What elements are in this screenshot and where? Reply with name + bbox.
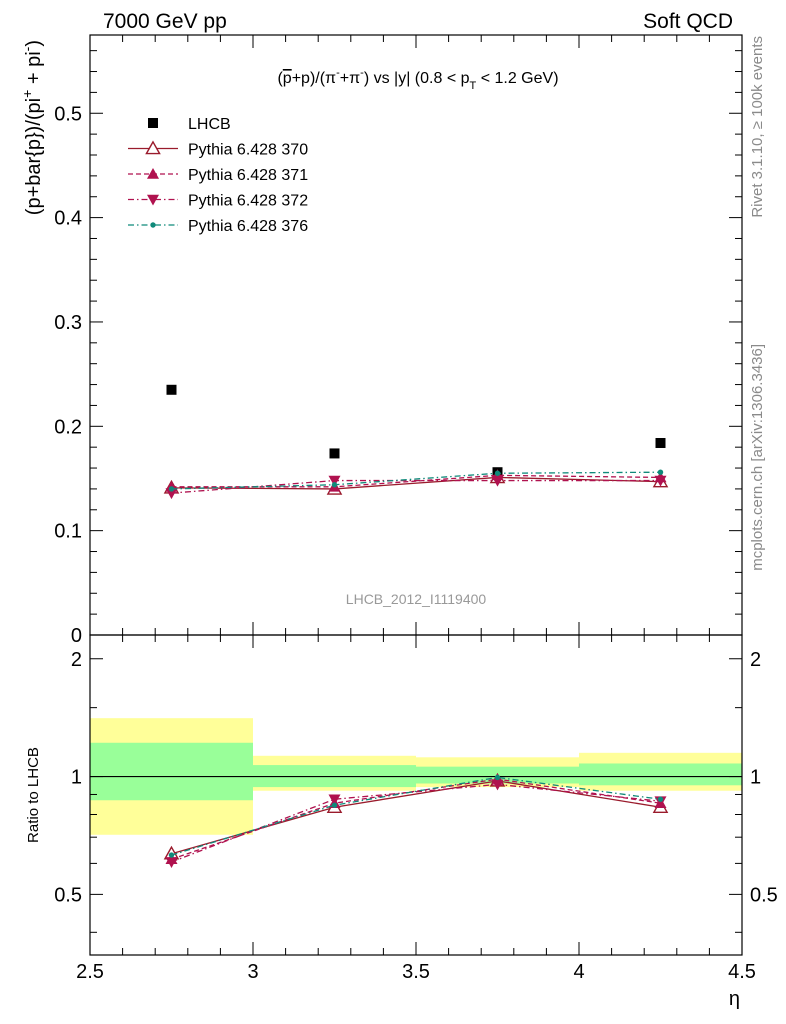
ratio-x-tick-label: 4.5	[728, 961, 756, 983]
main-point-pythia-6-428-372-3	[654, 475, 667, 487]
ratio-band-stat-3	[579, 763, 742, 786]
main-y-tick-label: 0	[71, 625, 82, 647]
legend-marker-pythia-6-428-372	[147, 194, 159, 206]
ratio-series-line-pythia-6-428-371	[171, 778, 661, 860]
ratio-series-line-pythia-6-428-376	[171, 776, 661, 856]
ratio-x-tick-label: 3.5	[402, 961, 430, 983]
rivet-label: Rivet 3.1.10, ≥ 100k events	[749, 36, 766, 218]
ratio-point-pythia-6-428-376-2	[494, 774, 501, 781]
legend-marker-lhcb	[148, 118, 158, 128]
legend: LHCB Pythia 6.428 370 Pythia 6.428 371 Pyth…	[128, 116, 308, 235]
main-point-pythia-6-428-376-0	[168, 486, 175, 492]
main-y-axis-label: (p+bar{p})/(pi+ + pi-)	[19, 40, 45, 215]
legend-label-pythia-6-428-376: Pythia 6.428 376	[188, 218, 308, 235]
ratio-y-tick-label-left: 0.5	[54, 884, 82, 906]
main-point-pythia-6-428-376-1	[331, 482, 338, 488]
main-panel: 0 0.1 0.2 0.3 0.4 0.5 (p+p)/(π-+π-) vs |y| (0…	[19, 34, 743, 647]
main-y-tick-label: 0.3	[54, 312, 82, 334]
watermark: LHCB_2012_I1119400	[346, 591, 487, 607]
main-y-tick-labels: 0 0.1 0.2 0.3 0.4 0.5	[54, 103, 82, 647]
legend-label-pythia-6-428-371: Pythia 6.428 371	[188, 167, 308, 184]
ratio-y-axis-label: Ratio to LHCB	[25, 747, 42, 843]
ratio-point-pythia-6-428-372-2	[491, 779, 504, 791]
ratio-point-pythia-6-428-376-1	[331, 802, 338, 808]
main-y-tick-label: 0.2	[54, 416, 82, 438]
main-y-tick-label: 0.5	[54, 103, 82, 125]
ratio-panel: 0.5 0.5 1 1 2 2 2.5 3 3.5 4 4.5 Ratio to LHCB η	[25, 634, 778, 1010]
main-point-lhcb-1	[329, 448, 340, 459]
ratio-point-pythia-6-428-376-3	[657, 796, 664, 802]
main-point-pythia-6-428-372-1	[328, 475, 341, 487]
main-y-tick-label: 0.4	[54, 208, 82, 230]
ratio-point-pythia-6-428-376-0	[168, 852, 175, 858]
main-point-lhcb-0	[166, 384, 177, 395]
ratio-y-tick-label-right: 2	[750, 649, 761, 671]
ratio-y-tick-label-right: 1	[750, 767, 761, 789]
x-axis-label: η	[729, 988, 740, 1010]
ratio-x-tick-label: 3	[247, 961, 258, 983]
legend-marker-pythia-6-428-376	[150, 222, 156, 228]
legend-label-lhcb: LHCB	[188, 116, 231, 133]
mcplots-label: mcplots.cern.ch [arXiv:1306.3436]	[749, 344, 766, 571]
ratio-y-tick-labels: 0.5 0.5 1 1 2 2	[54, 649, 778, 907]
legend-label-pythia-6-428-370: Pythia 6.428 370	[188, 142, 308, 159]
ratio-x-tick-labels: 2.5 3 3.5 4 4.5	[76, 961, 756, 983]
legend-marker-pythia-6-428-371	[147, 168, 159, 179]
main-point-lhcb-3	[655, 438, 666, 448]
main-y-tick-label: 0.1	[54, 521, 82, 543]
main-plot-area	[163, 384, 669, 500]
ratio-x-tick-label: 2.5	[76, 961, 104, 983]
main-point-pythia-6-428-372-2	[491, 475, 504, 487]
header-right: Soft QCD	[643, 10, 733, 33]
legend-marker-pythia-6-428-370	[145, 140, 161, 155]
ratio-band-stat-0	[90, 742, 253, 801]
main-title: (p+p)/(π-+π-) vs |y| (0.8 < pT < 1.2 GeV…	[277, 67, 558, 92]
main-point-pythia-6-428-372-0	[165, 488, 178, 500]
main-series-line-pythia-6-428-370	[171, 476, 661, 490]
ratio-point-pythia-6-428-372-1	[328, 794, 341, 806]
ratio-point-pythia-6-428-372-0	[165, 857, 178, 868]
main-point-pythia-6-428-376-2	[494, 470, 501, 476]
header-left: 7000 GeV pp	[103, 10, 227, 33]
ratio-plot-area	[90, 718, 742, 868]
ratio-x-tick-label: 4	[573, 961, 584, 983]
legend-label-pythia-6-428-372: Pythia 6.428 372	[188, 193, 308, 210]
main-point-pythia-6-428-376-3	[657, 469, 664, 475]
ratio-y-tick-label-left: 1	[71, 767, 82, 789]
ratio-series-line-pythia-6-428-372	[171, 783, 661, 863]
ratio-ticks	[89, 635, 743, 955]
ratio-y-tick-label-right: 0.5	[750, 884, 778, 906]
ratio-y-tick-label-left: 2	[71, 649, 82, 671]
main-series-line-pythia-6-428-376	[171, 471, 661, 490]
